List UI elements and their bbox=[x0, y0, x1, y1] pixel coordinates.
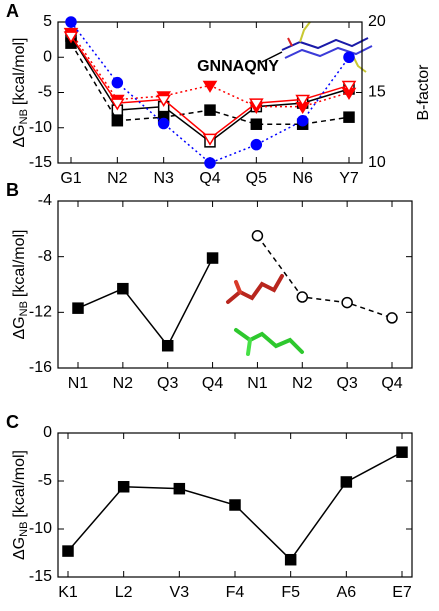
y-label-unit: [kcal/mol] bbox=[11, 230, 28, 298]
y-label-unit: [kcal/mol] bbox=[11, 450, 28, 518]
marker bbox=[117, 481, 130, 493]
marker bbox=[341, 296, 353, 309]
y2-tick-label: 20 bbox=[368, 13, 386, 30]
marker bbox=[204, 104, 216, 116]
marker bbox=[229, 499, 241, 511]
x-tick-label: N2 bbox=[292, 375, 313, 392]
x-tick-label: V3 bbox=[170, 584, 190, 601]
annotation: GNNAQNY bbox=[197, 58, 279, 75]
y-label-main: ΔG bbox=[11, 124, 28, 147]
plot-frame bbox=[57, 200, 413, 369]
y-label-sub: NB bbox=[18, 109, 30, 124]
marker bbox=[249, 98, 264, 111]
y-axis-label: ΔGNB [kcal/mol] bbox=[11, 450, 30, 560]
y2-tick-label: 10 bbox=[368, 154, 386, 171]
panel-label: B bbox=[6, 180, 19, 200]
marker bbox=[386, 312, 398, 324]
x-tick-label: N1 bbox=[247, 375, 268, 392]
x-tick-label: Y7 bbox=[339, 170, 359, 187]
x-tick-label: Q5 bbox=[246, 170, 267, 187]
x-tick-label: N1 bbox=[68, 375, 89, 392]
marker bbox=[343, 51, 355, 63]
marker bbox=[111, 114, 124, 127]
y-tick-label: 0 bbox=[43, 424, 52, 441]
marker bbox=[250, 118, 263, 130]
marker bbox=[340, 476, 353, 488]
marker bbox=[65, 16, 77, 28]
marker bbox=[296, 114, 309, 127]
x-tick-label: Q4 bbox=[199, 170, 220, 187]
y2-axis-label: B-factor bbox=[415, 64, 432, 121]
marker bbox=[161, 339, 174, 352]
series-line bbox=[256, 235, 393, 319]
marker bbox=[157, 117, 170, 130]
y-axis-label: ΔGNB [kcal/mol] bbox=[11, 230, 30, 340]
panel-label: C bbox=[6, 412, 19, 432]
molecule-a bbox=[281, 21, 373, 73]
y-label-sub: NB bbox=[18, 522, 30, 537]
x-tick-label: L2 bbox=[115, 584, 133, 601]
panel-label: A bbox=[6, 1, 19, 21]
marker bbox=[173, 482, 186, 495]
y-tick-label: -12 bbox=[29, 304, 52, 321]
x-tick-label: N3 bbox=[153, 170, 174, 187]
marker bbox=[62, 545, 74, 557]
y-tick-label: 0 bbox=[43, 48, 52, 65]
y-axis-label: ΔGNB [kcal/mol] bbox=[11, 38, 30, 148]
x-tick-label: N2 bbox=[107, 170, 128, 187]
y-label-main: ΔG bbox=[11, 316, 28, 339]
x-tick-label: F4 bbox=[226, 584, 245, 601]
x-tick-label: Q4 bbox=[381, 375, 402, 392]
marker bbox=[251, 230, 264, 242]
y-tick-label: -16 bbox=[29, 359, 52, 376]
x-tick-label: F5 bbox=[281, 584, 300, 601]
marker bbox=[111, 76, 124, 89]
x-tick-label: Q3 bbox=[336, 375, 357, 392]
x-tick-label: A6 bbox=[337, 584, 357, 601]
marker bbox=[202, 80, 218, 93]
marker bbox=[341, 80, 357, 93]
marker bbox=[296, 291, 309, 303]
y-tick-label: -10 bbox=[29, 520, 52, 537]
y-label-unit: [kcal/mol] bbox=[11, 38, 28, 106]
x-tick-label: G1 bbox=[60, 170, 81, 187]
y-tick-label: -15 bbox=[29, 154, 52, 171]
y-tick-label: -8 bbox=[38, 248, 52, 265]
y-tick-label: -4 bbox=[38, 192, 52, 209]
marker bbox=[117, 282, 129, 295]
marker bbox=[250, 138, 263, 151]
x-tick-label: Q4 bbox=[202, 375, 223, 392]
marker bbox=[206, 252, 219, 264]
marker bbox=[110, 98, 125, 111]
x-tick-label: E7 bbox=[392, 584, 412, 601]
y-tick-label: -10 bbox=[29, 119, 52, 136]
y-label-main: ΔG bbox=[11, 537, 28, 560]
y-tick-label: -5 bbox=[38, 472, 52, 489]
annotation-arrow bbox=[261, 51, 283, 63]
marker bbox=[396, 446, 408, 458]
marker bbox=[72, 302, 84, 314]
marker bbox=[295, 94, 310, 108]
x-tick-label: K1 bbox=[58, 584, 78, 601]
marker bbox=[156, 94, 171, 108]
y-label-sub: NB bbox=[18, 301, 30, 316]
marker bbox=[202, 133, 218, 146]
y-tick-label: -5 bbox=[38, 84, 52, 101]
x-tick-label: Q3 bbox=[157, 375, 178, 392]
marker bbox=[284, 553, 297, 566]
marker bbox=[63, 31, 79, 44]
marker bbox=[204, 157, 216, 169]
x-tick-label: N6 bbox=[292, 170, 313, 187]
series-line bbox=[77, 257, 214, 348]
y-tick-label: -15 bbox=[29, 568, 52, 585]
molecule-b bbox=[226, 274, 304, 356]
y-tick-label: 5 bbox=[43, 13, 52, 30]
y2-tick-label: 15 bbox=[368, 84, 386, 101]
x-tick-label: N2 bbox=[113, 375, 134, 392]
marker bbox=[343, 111, 355, 123]
